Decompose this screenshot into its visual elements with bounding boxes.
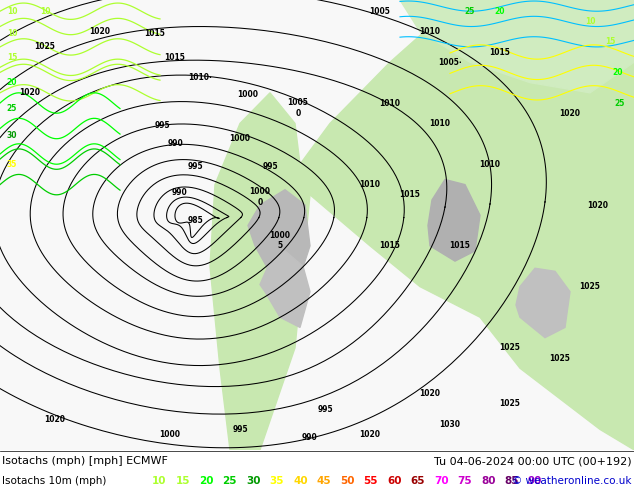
- Text: 10: 10: [7, 29, 17, 38]
- Text: 15: 15: [176, 476, 190, 486]
- Text: 1020: 1020: [89, 27, 110, 36]
- Text: 25: 25: [7, 103, 17, 113]
- Text: 10: 10: [152, 476, 167, 486]
- Text: 1020: 1020: [20, 88, 41, 98]
- Text: 1015: 1015: [450, 241, 470, 250]
- Text: 995: 995: [232, 425, 248, 434]
- Text: 65: 65: [410, 476, 425, 486]
- Text: 1015: 1015: [399, 190, 420, 199]
- Text: 10: 10: [7, 7, 17, 16]
- Polygon shape: [210, 93, 310, 450]
- Text: 1025: 1025: [500, 343, 521, 352]
- Text: 1020: 1020: [44, 415, 65, 424]
- Text: 995: 995: [317, 405, 333, 414]
- Text: 80: 80: [481, 476, 496, 486]
- Text: 55: 55: [363, 476, 378, 486]
- Text: 990: 990: [172, 188, 188, 197]
- Text: 25: 25: [223, 476, 237, 486]
- Text: 75: 75: [458, 476, 472, 486]
- Text: 15: 15: [7, 52, 17, 62]
- Text: 1010: 1010: [420, 27, 441, 36]
- Text: 1025: 1025: [500, 399, 521, 409]
- Text: Isotachs 10m (mph): Isotachs 10m (mph): [2, 476, 107, 486]
- Text: 1005: 1005: [370, 7, 391, 16]
- Text: 90: 90: [528, 476, 542, 486]
- Text: 1005∙: 1005∙: [438, 58, 462, 67]
- Text: 1015: 1015: [380, 241, 401, 250]
- Text: 15: 15: [605, 37, 615, 47]
- Text: 20: 20: [199, 476, 214, 486]
- Text: 995: 995: [262, 162, 278, 171]
- Text: 20: 20: [495, 7, 505, 16]
- Text: © weatheronline.co.uk: © weatheronline.co.uk: [512, 476, 632, 486]
- Text: 50: 50: [340, 476, 354, 486]
- Text: 1005
0: 1005 0: [288, 98, 308, 118]
- Text: 25: 25: [615, 98, 625, 107]
- Text: 1010: 1010: [359, 180, 380, 189]
- Polygon shape: [516, 268, 570, 338]
- Text: 35: 35: [269, 476, 284, 486]
- Polygon shape: [260, 251, 310, 327]
- Text: 20: 20: [7, 78, 17, 87]
- Text: 1000: 1000: [238, 90, 259, 99]
- Text: 1020: 1020: [359, 430, 380, 439]
- Text: 10: 10: [585, 17, 595, 26]
- Text: 1015: 1015: [165, 52, 185, 62]
- Text: 990: 990: [302, 433, 318, 442]
- Text: 30: 30: [7, 131, 17, 140]
- Text: 1025: 1025: [579, 282, 600, 291]
- Text: 1000
0: 1000 0: [250, 187, 271, 207]
- Polygon shape: [248, 190, 310, 292]
- Text: 1000
5: 1000 5: [269, 231, 290, 250]
- Text: 25: 25: [465, 7, 476, 16]
- Text: 1020: 1020: [420, 389, 441, 398]
- Polygon shape: [400, 0, 634, 93]
- Text: 1015: 1015: [145, 29, 165, 38]
- Text: 1015: 1015: [489, 48, 510, 56]
- Text: 35: 35: [7, 160, 17, 169]
- Text: 1010∙: 1010∙: [188, 73, 212, 82]
- Text: 1000: 1000: [230, 134, 250, 143]
- Text: 30: 30: [246, 476, 261, 486]
- Text: 1010: 1010: [380, 98, 401, 107]
- Text: 20: 20: [612, 68, 623, 77]
- Text: 990: 990: [167, 139, 183, 148]
- Text: 40: 40: [293, 476, 307, 486]
- Text: 60: 60: [387, 476, 401, 486]
- Text: 45: 45: [316, 476, 331, 486]
- Text: 985: 985: [187, 216, 203, 225]
- Polygon shape: [428, 179, 480, 261]
- Text: 10: 10: [40, 7, 50, 16]
- Text: 1030: 1030: [439, 420, 460, 429]
- Text: 995: 995: [187, 162, 203, 171]
- Text: 1025: 1025: [550, 353, 571, 363]
- Text: 1020: 1020: [588, 200, 609, 210]
- Text: 1025: 1025: [35, 43, 55, 51]
- Text: 995: 995: [154, 121, 170, 130]
- Text: Isotachs (mph) [mph] ECMWF: Isotachs (mph) [mph] ECMWF: [2, 456, 168, 466]
- Text: 1020: 1020: [559, 109, 581, 118]
- Text: 1000: 1000: [160, 430, 181, 439]
- Polygon shape: [295, 0, 634, 450]
- Text: 1010: 1010: [429, 119, 451, 128]
- Text: 70: 70: [434, 476, 449, 486]
- Text: 1010: 1010: [479, 160, 500, 169]
- Text: 85: 85: [505, 476, 519, 486]
- Text: Tu 04-06-2024 00:00 UTC (00+192): Tu 04-06-2024 00:00 UTC (00+192): [434, 456, 632, 466]
